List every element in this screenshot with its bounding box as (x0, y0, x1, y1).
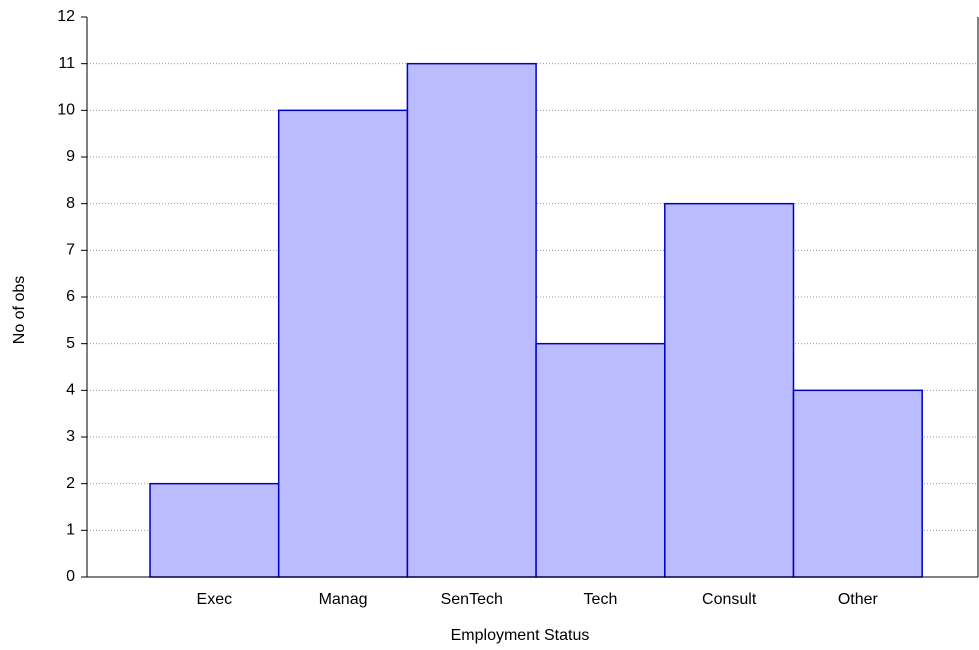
y-axis-label: No of obs (11, 276, 28, 344)
x-tick-label: Tech (584, 591, 618, 608)
y-tick-label: 11 (58, 55, 75, 72)
y-tick-label: 8 (66, 195, 75, 212)
x-tick-label: Consult (702, 591, 757, 608)
bar (149, 482, 280, 578)
bar (664, 202, 795, 578)
y-tick-label: 7 (66, 242, 75, 259)
y-tick-label: 3 (66, 428, 75, 445)
y-tick-label: 5 (66, 335, 75, 352)
x-tick-label: SenTech (441, 591, 503, 608)
y-tick-label: 4 (66, 382, 75, 399)
bar (535, 342, 666, 578)
y-tick-label: 2 (66, 475, 75, 492)
y-tick-label: 1 (66, 522, 75, 539)
x-tick-label: Exec (197, 591, 233, 608)
x-axis-label: Employment Status (451, 627, 590, 644)
bar (277, 109, 409, 578)
bar (406, 62, 537, 578)
y-tick-label: 6 (66, 288, 75, 305)
x-tick-label: Other (838, 591, 879, 608)
x-tick-label: Manag (319, 591, 368, 608)
y-tick-label: 12 (57, 8, 75, 25)
y-tick-label: 0 (66, 568, 75, 585)
y-tick-label: 10 (57, 102, 75, 119)
bar (792, 389, 923, 578)
y-tick-label: 9 (66, 148, 75, 165)
